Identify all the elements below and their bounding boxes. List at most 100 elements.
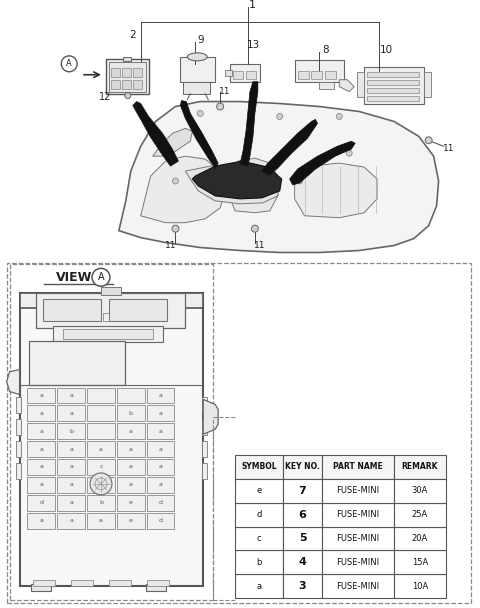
Text: d: d: [158, 500, 163, 505]
Text: 4: 4: [299, 558, 307, 567]
Text: A: A: [66, 60, 72, 68]
Text: 7: 7: [299, 486, 306, 496]
Polygon shape: [153, 128, 192, 156]
Text: 12: 12: [99, 92, 111, 102]
Bar: [117, 477, 144, 493]
Text: a: a: [129, 482, 132, 488]
Bar: [27, 441, 55, 457]
Text: 10A: 10A: [412, 582, 428, 590]
Bar: [15, 463, 21, 479]
Bar: [283, 574, 323, 598]
Polygon shape: [289, 141, 355, 185]
Polygon shape: [192, 161, 282, 199]
Bar: [63, 329, 153, 339]
Circle shape: [346, 150, 352, 156]
Polygon shape: [364, 67, 424, 103]
Bar: [367, 72, 419, 77]
Bar: [235, 550, 283, 574]
Bar: [87, 441, 115, 457]
Text: 15A: 15A: [412, 558, 428, 567]
Bar: [235, 479, 283, 503]
Text: 20A: 20A: [412, 534, 428, 543]
Bar: [367, 80, 419, 85]
Text: e: e: [129, 518, 132, 523]
Bar: [202, 463, 207, 479]
Text: b: b: [256, 558, 262, 567]
Text: 30A: 30A: [411, 486, 428, 496]
Bar: [394, 503, 445, 527]
Bar: [202, 420, 207, 435]
Bar: [87, 406, 115, 421]
Polygon shape: [109, 62, 145, 92]
Circle shape: [277, 114, 283, 119]
Bar: [147, 495, 174, 511]
Bar: [235, 527, 283, 550]
Bar: [283, 527, 323, 550]
Polygon shape: [320, 81, 335, 89]
Bar: [27, 423, 55, 439]
Bar: [109, 580, 131, 586]
Bar: [298, 71, 309, 78]
Bar: [323, 503, 394, 527]
Bar: [57, 459, 85, 475]
Circle shape: [92, 268, 110, 286]
Bar: [7, 263, 471, 603]
Bar: [27, 459, 55, 475]
Bar: [117, 495, 144, 511]
Bar: [29, 341, 125, 385]
Polygon shape: [203, 399, 218, 434]
Circle shape: [172, 178, 179, 184]
Bar: [103, 313, 109, 321]
Bar: [10, 264, 213, 600]
Ellipse shape: [187, 53, 207, 61]
Bar: [34, 580, 55, 586]
Text: 11: 11: [443, 143, 454, 153]
Bar: [27, 406, 55, 421]
Text: a: a: [69, 465, 73, 469]
Bar: [15, 441, 21, 457]
Text: a: a: [69, 411, 73, 416]
Text: a: a: [158, 429, 163, 434]
Polygon shape: [295, 60, 344, 81]
Bar: [133, 67, 142, 77]
Polygon shape: [295, 163, 377, 218]
Bar: [111, 67, 120, 77]
Bar: [323, 574, 394, 598]
Bar: [87, 495, 115, 511]
Polygon shape: [240, 81, 258, 166]
Text: PART NAME: PART NAME: [333, 463, 383, 471]
Bar: [43, 299, 101, 321]
Text: a: a: [39, 465, 43, 469]
Bar: [117, 459, 144, 475]
Polygon shape: [185, 164, 280, 204]
Text: 6: 6: [299, 510, 307, 520]
Bar: [57, 477, 85, 493]
Bar: [235, 503, 283, 527]
Bar: [147, 580, 168, 586]
Text: a: a: [69, 482, 73, 488]
Polygon shape: [7, 370, 20, 395]
Bar: [147, 423, 174, 439]
Text: d: d: [158, 518, 163, 523]
Text: 11: 11: [219, 87, 231, 96]
Bar: [117, 513, 144, 528]
Bar: [15, 398, 21, 413]
Text: A: A: [97, 272, 104, 282]
Bar: [147, 406, 174, 421]
Bar: [147, 513, 174, 528]
Bar: [111, 80, 120, 89]
Polygon shape: [180, 100, 218, 168]
Text: 5: 5: [299, 533, 306, 544]
Polygon shape: [133, 102, 179, 166]
Bar: [57, 423, 85, 439]
Bar: [53, 326, 163, 342]
Bar: [283, 479, 323, 503]
Bar: [202, 398, 207, 413]
Bar: [147, 477, 174, 493]
Bar: [323, 479, 394, 503]
Polygon shape: [20, 293, 203, 586]
Bar: [71, 580, 93, 586]
Bar: [57, 406, 85, 421]
Text: a: a: [158, 465, 163, 469]
Bar: [145, 584, 166, 591]
